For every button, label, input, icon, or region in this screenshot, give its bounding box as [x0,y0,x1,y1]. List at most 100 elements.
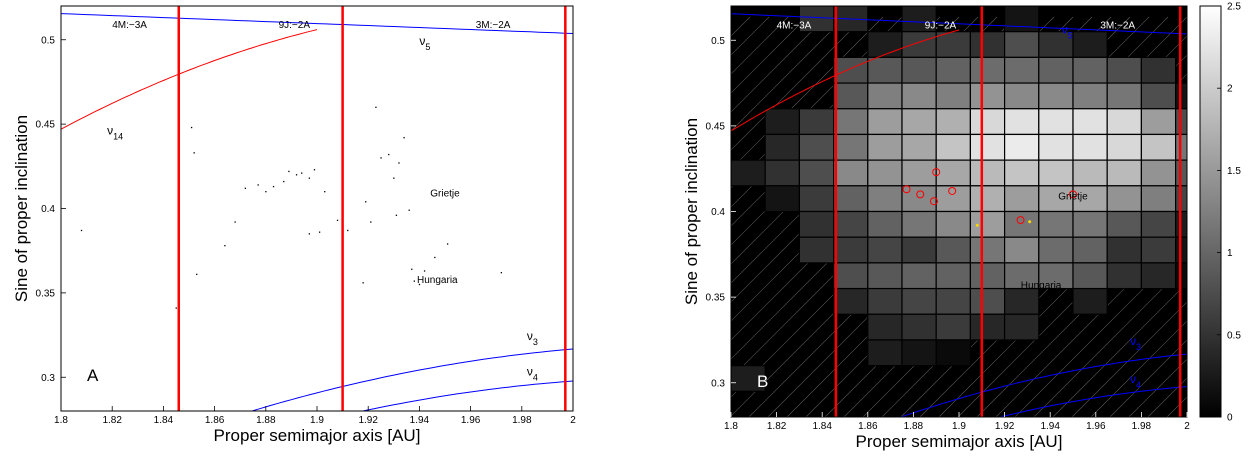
y-tick-label: 0.3 [41,373,55,384]
hatch-line [995,225,1187,417]
y-tick-label: 0.3 [711,378,725,389]
asteroid-point [393,177,395,179]
heatmap-cell [1072,108,1108,136]
x-tick-label: 1.98 [512,415,532,426]
hatch-line [1052,282,1187,417]
heatmap-cell [1038,133,1074,161]
heatmap-cell [901,159,937,187]
hatch-line [1090,320,1187,417]
heatmap-cell [901,236,937,264]
family-member-circle [916,190,925,199]
heatmap-cell [935,185,972,213]
heatmap-cell [1072,210,1108,238]
heatmap-cell [832,159,869,187]
x-tick-label: 1.98 [1132,421,1152,432]
heatmap-cell [969,133,1006,161]
heatmap-cell [1140,82,1177,110]
heatmap-cell [1140,185,1177,213]
asteroid-point [380,157,382,159]
secular-resonance-label: ν5 [419,34,430,52]
heatmap-cell [832,236,869,264]
nu-symbol: ν [527,329,533,343]
heatmap-cell [867,133,903,161]
x-tick-label: 1.92 [358,415,378,426]
heatmap-cell [1003,133,1040,161]
y-tick-label: 0.45 [36,120,56,131]
asteroid-point [324,191,326,193]
nu-subscript: 5 [1068,30,1073,40]
heatmap-cell [1003,210,1040,238]
heatmap-cell [1140,236,1177,264]
asteroid-point [288,170,290,173]
y-tick-label: 0.35 [706,293,726,304]
heatmap-cell [832,210,869,238]
nu-symbol: ν [1130,372,1136,386]
x-tick-label: 1.86 [858,421,878,432]
heatmap-cell [969,159,1006,187]
heatmap-cell [1072,236,1108,264]
heatmap-cell [1140,159,1177,187]
resonance-label: 4M:−3A [777,20,812,31]
heatmap-cell [867,210,903,238]
heatmap-cell [901,31,937,58]
asteroid-point [446,243,449,245]
x-tick-label: 1.9 [310,415,324,426]
nu-subscript: 5 [425,42,430,52]
heatmap-cell [832,185,869,213]
nu5-curve [731,13,1187,35]
heatmap-cell [867,108,903,136]
panel-b-heatmap: 4M:−3A 9J:−2A 3M:−2Aν5ν3ν4GrietjeHungaria1… [682,2,1251,452]
asteroid-point [434,256,436,259]
heatmap-cell [901,56,937,84]
asteroid-point [375,106,377,108]
heatmap-cell [867,31,903,58]
yellow-point [975,223,979,227]
heatmap-cell [935,262,972,290]
x-tick-label: 1.92 [995,421,1015,432]
heatmap-cell [1140,108,1177,136]
heatmap-cell [969,236,1006,264]
colorbar-tick-label: 1.5 [1227,166,1241,177]
x-tick-label: 1.84 [812,421,832,432]
asteroid-point [224,245,226,247]
nu-symbol: ν [1062,22,1068,36]
heatmap-cell [867,339,903,367]
family-label: Grietje [1058,192,1088,203]
asteroid-point [308,177,311,179]
heatmap-cell [731,159,766,187]
secular-resonance-label: ν3 [527,329,538,347]
hatch-line [1071,301,1187,417]
asteroid-point [411,268,413,270]
heatmap-cell [935,133,972,161]
heatmap-cell [832,56,869,84]
family-label: Hungaria [417,275,458,286]
heatmap-cell [1038,210,1074,238]
heatmap-cell [1003,287,1040,315]
x-tick-label: 1.88 [256,415,276,426]
nu-symbol: ν [527,365,533,379]
nu4-curve [998,386,1187,417]
secular-resonance-label: ν3 [1130,334,1141,352]
heatmap-cell [1140,210,1177,238]
heatmap-cell [969,82,1006,110]
heatmap-cell [1106,133,1142,161]
heatmap-cell [867,287,903,315]
heatmap-cell [1072,56,1108,84]
heatmap-cell [1106,236,1142,264]
heatmap-cell [1003,6,1040,33]
heatmap-cell [1038,56,1074,84]
heatmap-cell [1072,287,1108,315]
heatmap-cell [901,287,937,315]
heatmap-cell [1003,56,1040,84]
nu-subscript: 4 [1136,380,1141,390]
asteroid-point [196,273,198,276]
heatmap-cell [832,82,869,110]
secular-resonance-label: ν5 [1062,22,1073,40]
hatch-line [1243,17,1251,417]
resonance-label: 3M:−2A [476,20,511,31]
heatmap-cell [764,133,801,161]
heatmap-cell [935,108,972,136]
hatch-line [1033,263,1187,417]
heatmap-cell [1140,56,1177,84]
heatmap-cell [798,133,835,161]
